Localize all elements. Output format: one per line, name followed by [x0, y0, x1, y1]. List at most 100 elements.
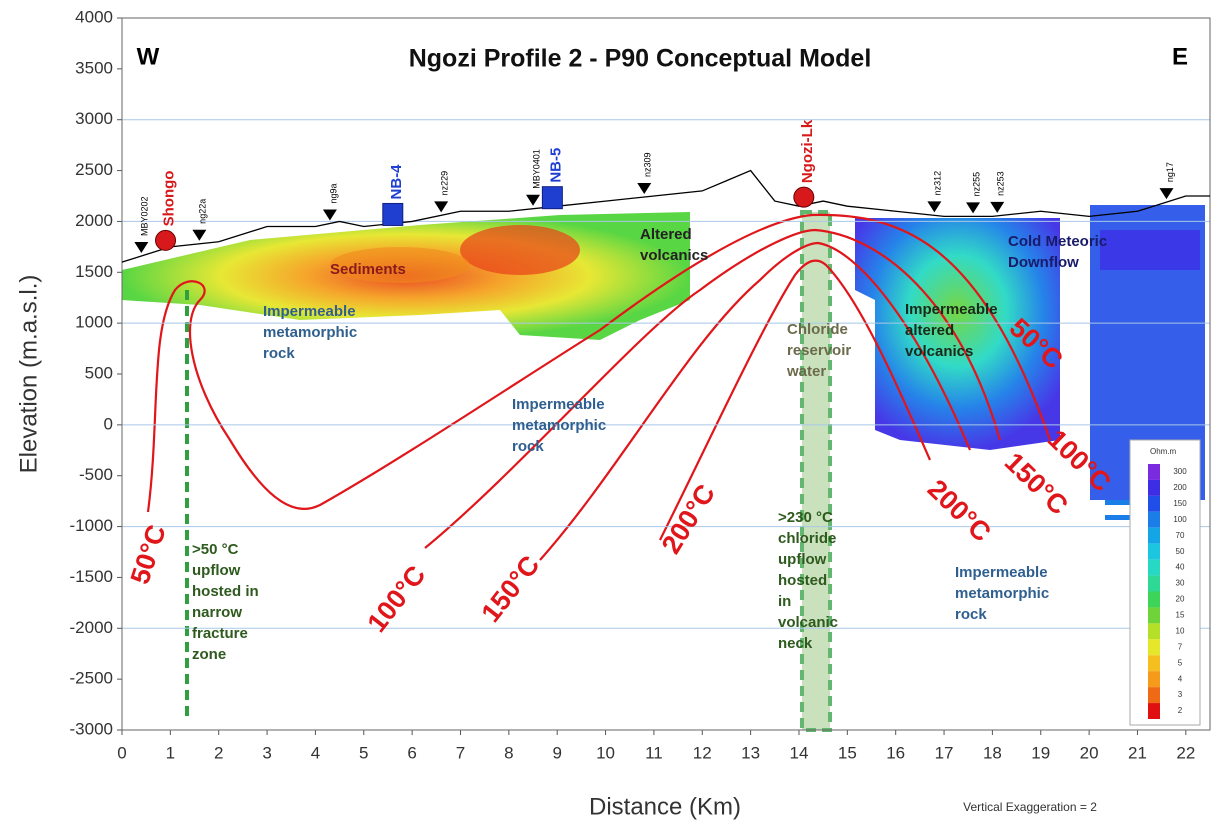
x-tick-label: 22 — [1176, 743, 1195, 762]
well-marker — [434, 201, 448, 212]
annotation: Sediments — [330, 261, 406, 278]
colorbar-swatch — [1148, 464, 1160, 480]
colorbar-label: 10 — [1176, 626, 1185, 635]
colorbar-swatch — [1148, 687, 1160, 703]
x-tick-label: 12 — [693, 743, 712, 762]
y-tick-label: -1000 — [70, 516, 113, 535]
annotation-line: metamorphic — [263, 324, 357, 341]
annotation-line: Impermeable — [955, 564, 1048, 581]
x-tick-label: 9 — [552, 743, 561, 762]
annotation-line: >50 °C — [192, 541, 239, 558]
well-marker — [156, 230, 176, 250]
well-label: ng9a — [328, 183, 338, 203]
well-marker — [990, 202, 1004, 213]
annotation-line: upflow — [192, 562, 241, 579]
colorbar-label: 5 — [1178, 658, 1183, 667]
x-tick-label: 5 — [359, 743, 368, 762]
x-tick-label: 8 — [504, 743, 513, 762]
annotation-line: volcanics — [640, 247, 708, 264]
well-label: nz309 — [643, 152, 653, 177]
well-marker — [1159, 188, 1173, 199]
annotation-line: volcanic — [778, 614, 838, 631]
x-tick-label: 16 — [886, 743, 905, 762]
annotation-line: rock — [263, 345, 295, 362]
well-label: nz255 — [971, 172, 981, 197]
x-tick-label: 18 — [983, 743, 1002, 762]
y-tick-label: 3000 — [75, 109, 113, 128]
colorbar-swatch — [1148, 480, 1160, 496]
x-tick-label: 6 — [407, 743, 416, 762]
colorbar-swatch — [1148, 592, 1160, 608]
colorbar-swatch — [1148, 528, 1160, 544]
chart-title: Ngozi Profile 2 - P90 Conceptual Model — [409, 45, 872, 73]
colorbar-label: 15 — [1176, 611, 1185, 620]
annotation: Impermeablemetamorphicrock — [263, 303, 357, 362]
colorbar-swatch — [1148, 512, 1160, 528]
annotation-line: in — [778, 593, 791, 610]
y-tick-label: 0 — [104, 414, 113, 433]
annotation-line: altered — [905, 322, 954, 339]
annotation-line: rock — [512, 438, 544, 455]
well-marker — [927, 201, 941, 212]
well-label: ng17 — [1165, 162, 1175, 182]
well-marker — [526, 195, 540, 206]
annotation-line: fracture — [192, 625, 248, 642]
colorbar-label: 50 — [1176, 547, 1185, 556]
colorbar-swatch — [1148, 496, 1160, 512]
annotation-line: metamorphic — [955, 585, 1049, 602]
well-marker — [383, 203, 403, 225]
x-tick-label: 21 — [1128, 743, 1147, 762]
well-label: nz253 — [996, 171, 1006, 196]
well-marker — [542, 187, 562, 209]
x-tick-label: 7 — [456, 743, 465, 762]
isotherm-label: 50°C — [125, 521, 172, 588]
colorbar-label: 7 — [1178, 642, 1183, 651]
well-label: NB-4 — [388, 164, 405, 200]
annotation-line: upflow — [778, 551, 827, 568]
annotation-line: Downflow — [1008, 254, 1079, 271]
x-tick-label: 15 — [838, 743, 857, 762]
colorbar-swatch — [1148, 671, 1160, 687]
colorbar-label: 70 — [1176, 531, 1185, 540]
y-axis-label: Elevation (m.a.s.l.) — [15, 275, 42, 474]
well-marker — [134, 242, 148, 253]
colorbar-label: 3 — [1178, 690, 1183, 699]
annotation-line: Cold Meteoric — [1008, 233, 1107, 250]
x-tick-label: 10 — [596, 743, 615, 762]
annotation-line: hosted in — [192, 583, 259, 600]
y-tick-label: 2000 — [75, 211, 113, 230]
x-tick-label: 11 — [645, 743, 663, 762]
colorbar-label: 40 — [1176, 563, 1185, 572]
colorbar-swatch — [1148, 544, 1160, 560]
well-marker — [323, 209, 337, 220]
colorbar-label: 150 — [1173, 499, 1187, 508]
annotation-line: metamorphic — [512, 417, 606, 434]
well-label: NB-5 — [547, 148, 564, 183]
x-tick-label: 0 — [117, 743, 126, 762]
annotation-line: Chloride — [787, 321, 848, 338]
colorbar-swatch — [1148, 560, 1160, 576]
well-label: Shongo — [160, 171, 177, 227]
well-label: MBY0401 — [531, 149, 541, 189]
well-marker — [966, 202, 980, 213]
x-tick-label: 4 — [311, 743, 320, 762]
colorbar-label: 30 — [1176, 579, 1185, 588]
annotation: Impermeablemetamorphicrock — [955, 564, 1049, 623]
y-tick-label: 500 — [85, 363, 113, 382]
isotherm-label: 150°C — [476, 550, 546, 628]
well-marker — [637, 183, 651, 194]
y-tick-label: -3000 — [70, 719, 113, 738]
isotherm-label: 100°C — [362, 560, 432, 638]
x-tick-label: 19 — [1031, 743, 1050, 762]
well-label: nz229 — [440, 171, 450, 196]
annotation-line: >230 °C — [778, 509, 833, 526]
colorbar-swatch — [1148, 576, 1160, 592]
well-marker — [794, 187, 814, 207]
y-tick-label: -1500 — [70, 567, 113, 586]
well-label: nz312 — [933, 171, 943, 196]
y-tick-label: -2000 — [70, 618, 113, 637]
annotation-line: chloride — [778, 530, 836, 547]
